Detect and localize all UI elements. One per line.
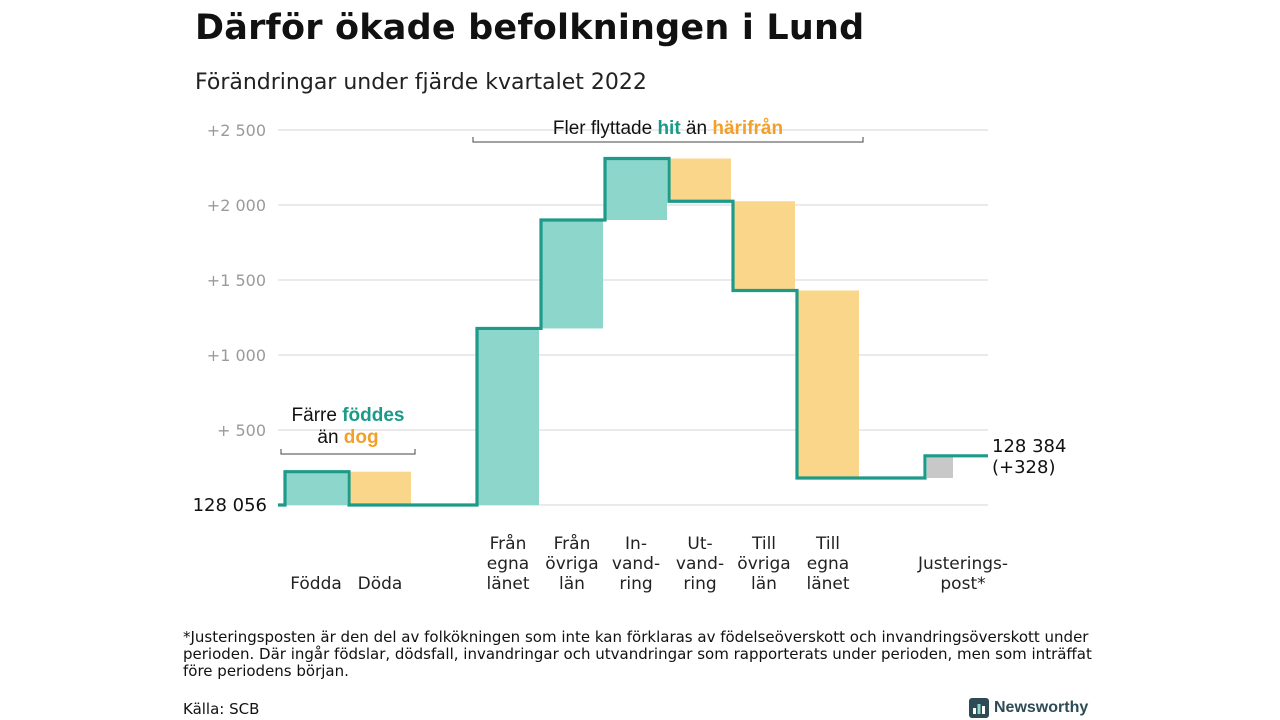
x-category-line: egna — [487, 554, 529, 574]
bar-outflow — [349, 471, 411, 505]
annotation-part: dog — [344, 427, 379, 448]
x-category-line: Justerings- — [917, 554, 1008, 574]
annotation-part: härifrån — [712, 118, 783, 139]
chart-title: Därför ökade befolkningen i Lund — [195, 8, 865, 48]
x-category-label: Till övriga län — [737, 534, 790, 594]
annotation-part: än — [317, 427, 343, 448]
end-value-line: (+328) — [992, 457, 1055, 478]
x-category-line: övriga — [545, 554, 598, 574]
bar-outflow — [797, 290, 859, 478]
x-category-label: Födda — [290, 574, 342, 594]
end-value-label: 128 384 (+328) — [992, 436, 1066, 478]
bar-inflow — [477, 328, 539, 505]
annotation-part: än — [681, 118, 713, 139]
y-axis-ticks: + 500 +1 000 +1 500 +2 000 +2 500 128 056 — [193, 121, 267, 516]
x-category-line: vand- — [676, 554, 724, 574]
x-category-label: Från egna länet — [486, 533, 529, 594]
annotation-part: Färre — [292, 405, 343, 426]
footnote: *Justeringsposten är den del av folkökni… — [183, 628, 1092, 680]
x-category-label: In-vand-ring — [612, 534, 660, 594]
bar-adjustment — [927, 455, 953, 478]
x-category-line: Födda — [290, 574, 342, 594]
y-tick-label: +1 000 — [207, 346, 266, 365]
births-annotation-line2: än dog — [317, 427, 378, 448]
x-category-line: län — [559, 574, 585, 594]
annotation-part: föddes — [342, 405, 404, 426]
bar-inflow — [285, 471, 347, 505]
step-line-layer — [278, 156, 988, 507]
bar-inflow — [541, 220, 603, 329]
y-tick-label: +1 500 — [207, 271, 266, 290]
births-bracket — [280, 449, 416, 455]
x-category-line: Från — [554, 533, 591, 554]
x-category-line: länet — [806, 574, 849, 594]
x-category-label: Justerings-post* — [917, 554, 1008, 594]
x-category-label: Döda — [358, 574, 403, 594]
x-category-line: Döda — [358, 574, 403, 594]
bar-outflow — [669, 158, 731, 202]
brand-name: Newsworthy — [994, 699, 1089, 716]
x-category-line: post* — [940, 574, 985, 594]
y-tick-label: +2 000 — [207, 196, 266, 215]
migration-bracket — [472, 137, 864, 143]
x-category-line: övriga — [737, 554, 790, 574]
x-category-line: ring — [683, 574, 716, 594]
x-category-line: ring — [619, 574, 652, 594]
x-category-line: länet — [486, 574, 529, 594]
source-label: Källa: SCB — [183, 700, 260, 718]
x-category-line: Ut- — [687, 534, 712, 554]
bars — [285, 158, 953, 505]
end-value-line: 128 384 — [992, 436, 1066, 457]
y-tick-label: + 500 — [217, 421, 266, 440]
base-value-label: 128 056 — [193, 495, 267, 516]
brand-logo: Newsworthy — [969, 697, 1088, 719]
x-category-label: Från övriga län — [545, 533, 598, 594]
value-labels: 128 384 (+328) — [992, 436, 1066, 478]
x-category-line: egna — [807, 554, 849, 574]
x-category-line: In- — [625, 534, 647, 554]
bar-inflow — [605, 158, 667, 220]
x-category-label: Ut-vand-ring — [676, 534, 724, 594]
annotations: Fler flyttade hit än härifrån Färre födde… — [280, 118, 864, 455]
chart-subtitle: Förändringar under fjärde kvartalet 2022 — [195, 70, 647, 95]
x-category-line: län — [751, 574, 777, 594]
x-category-line: Från — [490, 533, 527, 554]
x-category-line: Till — [751, 534, 776, 554]
annotation-part: Fler flyttade — [553, 118, 658, 139]
x-category-label: Till egna länet — [806, 534, 849, 594]
migration-annotation: Fler flyttade hit än härifrån — [553, 118, 783, 139]
x-category-line: Till — [815, 534, 840, 554]
births-annotation-line1: Färre föddes — [292, 405, 405, 426]
x-category-line: vand- — [612, 554, 660, 574]
bar-outflow — [733, 201, 795, 291]
bar-chart-icon — [969, 698, 989, 718]
annotation-part: hit — [657, 118, 681, 139]
step-line — [278, 156, 988, 507]
y-tick-label: +2 500 — [207, 121, 266, 140]
